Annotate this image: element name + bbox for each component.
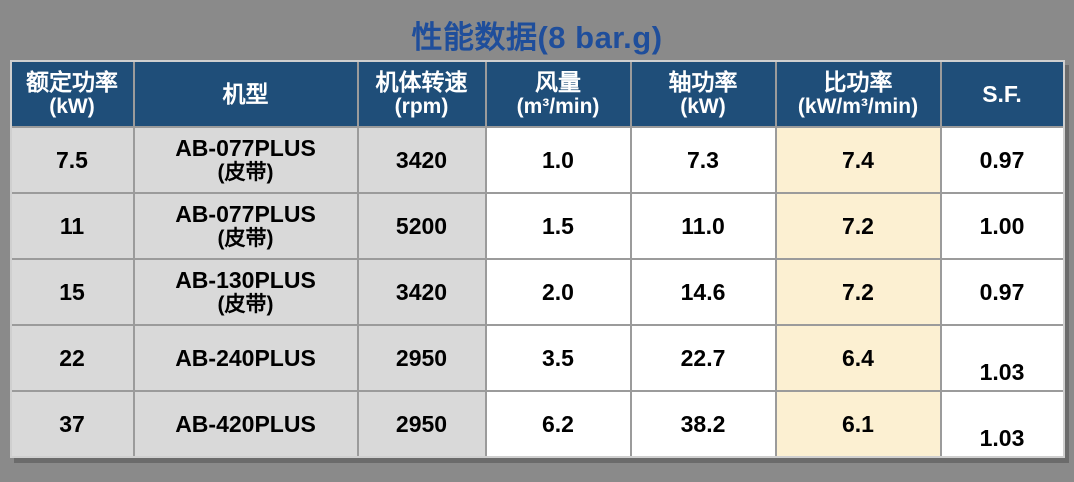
cell-value-shaft: 7.3 — [687, 146, 719, 173]
cell-model: AB-077PLUS (皮带) — [134, 194, 357, 258]
header-cell-model: 机型 — [134, 62, 357, 126]
cell-flow: 3.5 — [486, 326, 630, 390]
header-unit-spec: (kW/m³/min) — [797, 95, 919, 119]
header-unit-rpm: (rpm) — [394, 95, 449, 119]
header-cell-power: 额定功率 (kW) — [11, 62, 133, 126]
header-label-spec: 比功率 — [823, 68, 893, 95]
cell-model-note: (皮带) — [217, 161, 274, 185]
cell-value-flow: 3.5 — [542, 344, 574, 371]
page-title: 性能数据(8 bar.g) — [411, 20, 663, 55]
cell-power: 7.5 — [11, 128, 133, 192]
cell-value-power: 7.5 — [56, 146, 88, 173]
header-unit-shaft: (kW) — [680, 95, 726, 119]
cell-value-shaft: 14.6 — [680, 278, 726, 305]
cell-shaft: 11.0 — [631, 194, 775, 258]
cell-value-spec: 6.4 — [842, 344, 874, 371]
cell-value-sf: 1.03 — [979, 424, 1025, 451]
cell-spec: 7.4 — [776, 128, 940, 192]
cell-value-flow: 1.0 — [542, 146, 574, 173]
cell-value-model: AB-420PLUS — [175, 410, 316, 437]
cell-value-flow: 2.0 — [542, 278, 574, 305]
header-label-model: 机型 — [222, 80, 269, 107]
cell-value-rpm: 3420 — [395, 278, 448, 305]
cell-value-spec: 6.1 — [842, 410, 874, 437]
cell-rpm: 5200 — [358, 194, 485, 258]
performance-table: 额定功率 (kW) 机型 机体转速 (rpm) 风量 (m³/min) 轴功率 (kW) 比功率(… — [9, 60, 1065, 458]
cell-sf: 0.97 — [941, 260, 1063, 324]
cell-value-flow: 1.5 — [542, 212, 574, 239]
cell-flow: 1.0 — [486, 128, 630, 192]
cell-shaft: 7.3 — [631, 128, 775, 192]
cell-shaft: 22.7 — [631, 326, 775, 390]
header-label-power: 额定功率 — [26, 68, 118, 95]
cell-value-power: 15 — [59, 278, 85, 305]
cell-sf: 1.03 — [941, 326, 1063, 390]
header-unit-flow: (m³/min) — [516, 95, 600, 119]
cell-value-rpm: 2950 — [395, 410, 448, 437]
cell-shaft: 14.6 — [631, 260, 775, 324]
cell-spec: 7.2 — [776, 260, 940, 324]
cell-value-rpm: 2950 — [395, 344, 448, 371]
header-label-flow: 风量 — [535, 68, 581, 95]
cell-model: AB-130PLUS (皮带) — [134, 260, 357, 324]
cell-value-rpm: 5200 — [395, 212, 448, 239]
cell-value-model: AB-240PLUS — [175, 344, 316, 371]
cell-value-power: 22 — [59, 344, 85, 371]
cell-value-shaft: 11.0 — [681, 212, 725, 239]
cell-rpm: 3420 — [358, 128, 485, 192]
cell-sf: 1.03 — [941, 392, 1063, 456]
cell-spec: 6.1 — [776, 392, 940, 456]
cell-rpm: 2950 — [358, 392, 485, 456]
cell-value-power: 11 — [59, 212, 85, 239]
header-cell-sf: S.F. — [941, 62, 1063, 126]
cell-rpm: 2950 — [358, 326, 485, 390]
cell-model: AB-240PLUS — [134, 326, 357, 390]
cell-value-sf: 1.03 — [979, 358, 1025, 385]
cell-value-flow: 6.2 — [542, 410, 574, 437]
header-label-rpm: 机体转速 — [375, 68, 468, 95]
cell-value-model: AB-130PLUS — [175, 266, 316, 293]
cell-spec: 7.2 — [776, 194, 940, 258]
cell-value-rpm: 3420 — [395, 146, 448, 173]
cell-sf: 1.00 — [941, 194, 1063, 258]
cell-model: AB-420PLUS — [134, 392, 357, 456]
cell-spec: 6.4 — [776, 326, 940, 390]
cell-value-sf: 0.97 — [979, 146, 1025, 173]
header-cell-spec: 比功率 (kW/m³/min) — [776, 62, 940, 126]
cell-value-spec: 7.4 — [842, 146, 874, 173]
cell-flow: 2.0 — [486, 260, 630, 324]
cell-value-model: AB-077PLUS — [175, 134, 316, 161]
header-label-shaft: 轴功率 — [668, 68, 738, 95]
header-cell-rpm: 机体转速 (rpm) — [358, 62, 485, 126]
cell-value-shaft: 38.2 — [680, 410, 726, 437]
cell-model-note: (皮带) — [217, 227, 274, 251]
cell-model: AB-077PLUS (皮带) — [134, 128, 357, 192]
cell-sf: 0.97 — [941, 128, 1063, 192]
cell-rpm: 3420 — [358, 260, 485, 324]
cell-value-model: AB-077PLUS — [175, 200, 316, 227]
cell-value-sf: 1.00 — [979, 212, 1025, 239]
cell-power: 37 — [11, 392, 133, 456]
cell-power: 22 — [11, 326, 133, 390]
header-cell-shaft: 轴功率 (kW) — [631, 62, 775, 126]
cell-value-spec: 7.2 — [842, 212, 874, 239]
cell-value-power: 37 — [59, 410, 85, 437]
cell-shaft: 38.2 — [631, 392, 775, 456]
header-cell-flow: 风量 (m³/min) — [486, 62, 630, 126]
header-label-sf: S.F. — [982, 80, 1022, 107]
cell-value-spec: 7.2 — [842, 278, 874, 305]
cell-value-sf: 0.97 — [979, 278, 1025, 305]
cell-power: 15 — [11, 260, 133, 324]
cell-flow: 1.5 — [486, 194, 630, 258]
cell-value-shaft: 22.7 — [680, 344, 726, 371]
header-unit-power: (kW) — [49, 95, 95, 119]
cell-power: 11 — [11, 194, 133, 258]
cell-model-note: (皮带) — [217, 293, 274, 317]
cell-flow: 6.2 — [486, 392, 630, 456]
